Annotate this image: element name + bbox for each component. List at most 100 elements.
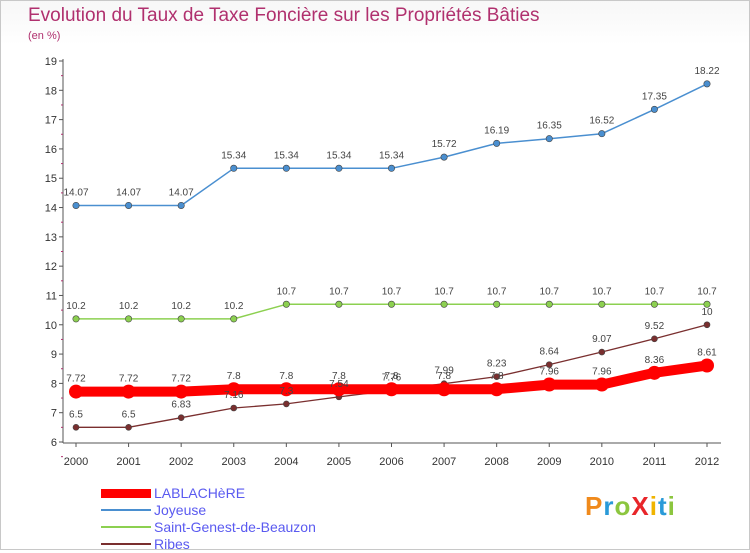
y-tick-label: 18 [45,85,57,97]
data-label: 8.36 [645,355,665,366]
data-point [700,358,714,373]
data-label: 9.52 [645,321,665,332]
x-tick-label: 2002 [169,456,193,468]
data-point [230,164,238,172]
x-tick-label: 2008 [484,456,508,468]
data-point [598,300,606,308]
data-label: 7.76 [382,372,402,383]
series-layer [69,80,714,431]
data-point [177,315,185,323]
data-point [283,400,290,408]
y-tick-label: 19 [45,56,57,68]
y-tick-label: 7 [51,408,57,420]
data-label: 8.64 [540,347,560,358]
data-label: 9.07 [592,334,612,345]
data-label: 10.7 [697,286,717,297]
data-label: 7.3 [279,386,293,397]
logo-letter: o [614,491,632,521]
x-tick-label: 2006 [379,456,403,468]
y-tick-label: 6 [51,437,57,449]
data-label: 7.8 [332,371,346,382]
data-point [177,201,185,209]
data-point [489,382,504,397]
logo-letter: r [603,491,615,521]
logo-letter: t [657,491,668,521]
data-label: 6.5 [122,409,136,420]
data-point [650,105,658,113]
data-point [647,365,662,380]
data-label: 7.8 [227,371,241,382]
data-label: 7.72 [66,374,86,385]
data-label: 10 [701,307,713,318]
logo-letter: i [667,491,676,521]
logo-letter: X [631,491,650,521]
data-label: 7.8 [437,371,451,382]
data-label: 10.7 [329,286,349,297]
data-point [703,321,711,329]
data-label: 17.35 [642,91,667,102]
data-point [121,384,136,399]
data-label: 14.07 [63,187,88,198]
data-label: 14.07 [116,187,141,198]
x-tick-label: 2000 [64,456,88,468]
data-point [703,80,711,88]
data-point [594,377,609,392]
data-point [542,377,557,392]
legend-label: Saint-Genest-de-Beauzon [154,519,316,535]
data-point [440,300,448,308]
data-label: 15.34 [379,150,404,161]
legend-swatch-lablachere [101,488,151,498]
y-tick-label: 12 [45,261,57,273]
data-point [387,300,395,308]
data-label: 8.23 [487,359,507,370]
data-label: 16.19 [484,125,509,136]
legend-swatch-ribes [101,543,151,545]
x-tick-label: 2010 [590,456,614,468]
y-tick-label: 10 [45,320,57,332]
data-point [125,201,133,209]
proxiti-logo: ProXiti [585,491,676,522]
data-point [282,300,290,308]
data-label: 10.7 [592,286,612,297]
y-tick-label: 15 [45,173,57,185]
data-label: 7.8 [385,371,399,382]
data-point [440,153,448,161]
data-point [230,315,238,323]
x-tick-label: 2003 [222,456,246,468]
logo-letter: i [649,491,658,521]
data-point [125,424,132,431]
data-label: 7.8 [279,371,293,382]
data-point [282,164,290,172]
data-point [230,404,238,412]
data-point [331,382,346,397]
y-tick-label: 14 [45,203,57,215]
y-tick-label: 8 [51,378,57,390]
data-label: 7.99 [434,366,454,377]
y-tick-label: 11 [46,290,57,302]
data-point [493,139,501,147]
data-label: 7.16 [224,390,244,401]
data-point [493,373,500,380]
data-point [177,414,185,421]
data-point [72,201,80,209]
data-label: 7.96 [540,367,560,378]
data-label: 7.72 [171,374,191,385]
x-tick-label: 2001 [116,456,140,468]
data-point [335,164,343,172]
data-point [598,130,606,138]
data-label: 7.72 [119,374,139,385]
legend-label: Joyeuse [154,502,207,518]
data-labels-layer: 14.07 14.07 14.07 15.34 15.34 15.34 15.34 15.72… [63,66,719,420]
data-label: 10.7 [277,286,297,297]
y-tick-label: 17 [45,115,57,127]
data-point [598,348,606,356]
legend-swatch-saint-genest [101,526,151,528]
legend-swatch-joyeuse [101,509,151,511]
x-tick-label: 2009 [537,456,561,468]
data-label: 10.2 [224,301,244,312]
data-label: 10.2 [119,301,139,312]
legend-label: LABLACHèRE [154,485,246,501]
x-tick-label: 2005 [327,456,351,468]
data-point [545,135,553,143]
